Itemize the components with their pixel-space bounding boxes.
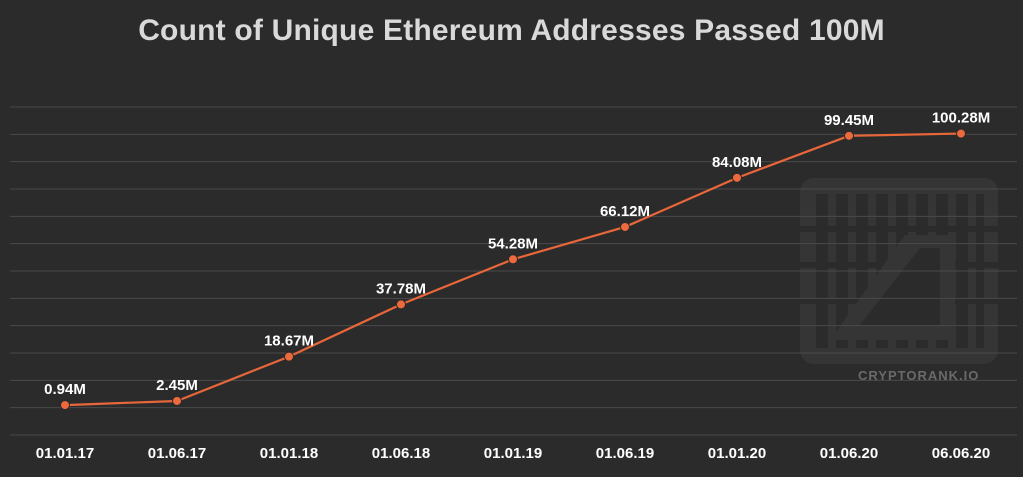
data-point — [396, 299, 406, 310]
data-label: 54.28M — [488, 235, 538, 252]
x-tick-label: 06.06.20 — [932, 445, 990, 462]
data-label: 99.45M — [824, 112, 874, 129]
data-label: 37.78M — [376, 280, 426, 297]
x-tick-label: 01.06.20 — [820, 445, 878, 462]
x-tick-label: 01.01.18 — [260, 445, 318, 462]
data-point — [60, 400, 70, 411]
x-tick-label: 01.01.17 — [36, 445, 94, 462]
data-label: 84.08M — [712, 154, 762, 171]
x-tick-label: 01.06.18 — [372, 445, 430, 462]
x-tick-label: 01.01.20 — [708, 445, 766, 462]
chart-title: Count of Unique Ethereum Addresses Passe… — [138, 14, 885, 47]
data-point — [284, 351, 294, 362]
data-label: 100.28M — [932, 110, 990, 127]
data-label: 0.94M — [44, 381, 86, 398]
data-point — [620, 221, 630, 232]
grid-lines — [10, 106, 1017, 436]
data-label: 18.67M — [264, 333, 314, 350]
data-labels: 0.94M 2.45M 18.67M 37.78M 54.28M 66.12M 84.08M… — [44, 110, 990, 399]
watermark-text: CRYPTORANK.IO — [858, 368, 980, 383]
data-point — [844, 130, 854, 141]
data-point — [172, 395, 182, 406]
x-axis-tick-labels: 01.01.17 01.06.17 01.01.18 01.06.18 01.01.19… — [36, 445, 990, 462]
data-markers — [60, 128, 966, 411]
data-point — [956, 128, 966, 139]
data-point — [732, 172, 742, 183]
data-label: 66.12M — [600, 203, 650, 220]
data-point — [508, 254, 518, 265]
x-tick-label: 01.06.17 — [148, 445, 206, 462]
x-tick-label: 01.06.19 — [596, 445, 654, 462]
data-label: 2.45M — [156, 377, 198, 394]
x-tick-label: 01.01.19 — [484, 445, 542, 462]
